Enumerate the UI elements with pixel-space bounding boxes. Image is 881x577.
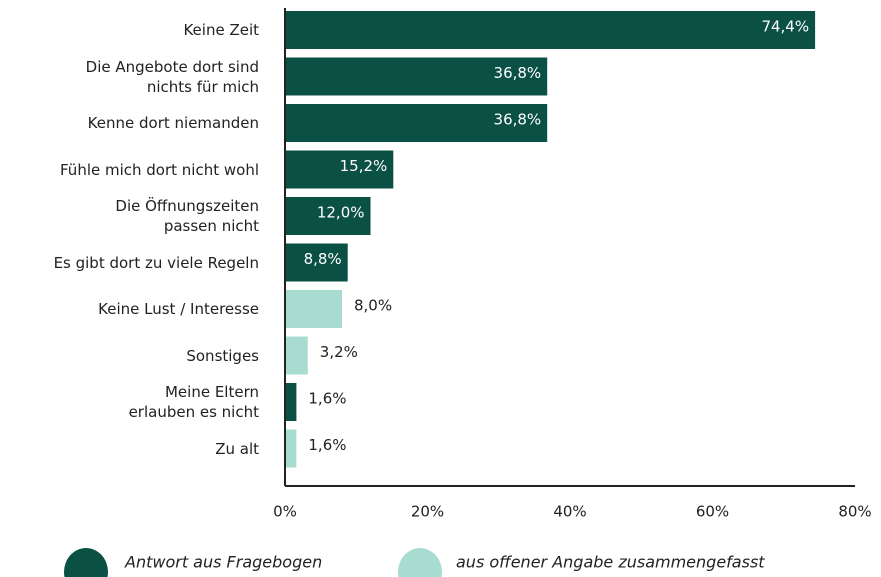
bar bbox=[285, 336, 308, 375]
y-tick-label: Keine Zeit bbox=[183, 21, 259, 39]
bar bbox=[285, 290, 342, 328]
x-tick-label: 60% bbox=[696, 503, 729, 521]
value-label: 74,4% bbox=[761, 18, 809, 36]
bar bbox=[285, 150, 394, 189]
legend-label: aus offener Angabe zusammengefasst bbox=[456, 553, 765, 572]
value-label: 8,0% bbox=[354, 297, 392, 315]
bar bbox=[285, 243, 348, 282]
bar bbox=[285, 197, 371, 235]
y-tick-label: Zu alt bbox=[215, 439, 259, 458]
bar bbox=[285, 104, 548, 142]
y-tick-label: Die Angebote dort sind nichts für mich bbox=[85, 57, 259, 96]
y-tick-label: Kenne dort niemanden bbox=[87, 114, 259, 132]
legend-swatch bbox=[64, 548, 108, 577]
value-label: 36,8% bbox=[494, 64, 542, 82]
x-tick-label: 0% bbox=[273, 503, 297, 521]
value-label: 12,0% bbox=[317, 204, 365, 222]
value-label: 15,2% bbox=[340, 157, 388, 175]
value-label: 36,8% bbox=[494, 111, 542, 129]
value-label: 3,2% bbox=[320, 343, 358, 361]
y-tick-label: Sonstiges bbox=[186, 346, 259, 365]
y-tick-label: Keine Lust / Interesse bbox=[98, 300, 259, 318]
bar bbox=[285, 429, 297, 468]
y-tick-label: Es gibt dort zu viele Regeln bbox=[53, 253, 259, 272]
y-tick-label: Fühle mich dort nicht wohl bbox=[60, 160, 259, 179]
bar bbox=[285, 11, 816, 49]
y-tick-label: Die Öffnungszeiten passen nicht bbox=[115, 197, 259, 235]
y-tick-label: Meine Eltern erlauben es nicht bbox=[128, 383, 259, 421]
x-tick-label: 40% bbox=[553, 503, 586, 521]
bar bbox=[285, 57, 548, 96]
value-label: 8,8% bbox=[304, 250, 342, 268]
value-label: 1,6% bbox=[308, 436, 346, 454]
x-tick-label: 20% bbox=[411, 503, 444, 521]
value-label: 1,6% bbox=[308, 390, 346, 408]
bar bbox=[285, 383, 297, 421]
legend-label: Antwort aus Fragebogen bbox=[124, 553, 322, 572]
x-tick-label: 80% bbox=[838, 503, 871, 521]
legend-swatch bbox=[398, 548, 442, 577]
